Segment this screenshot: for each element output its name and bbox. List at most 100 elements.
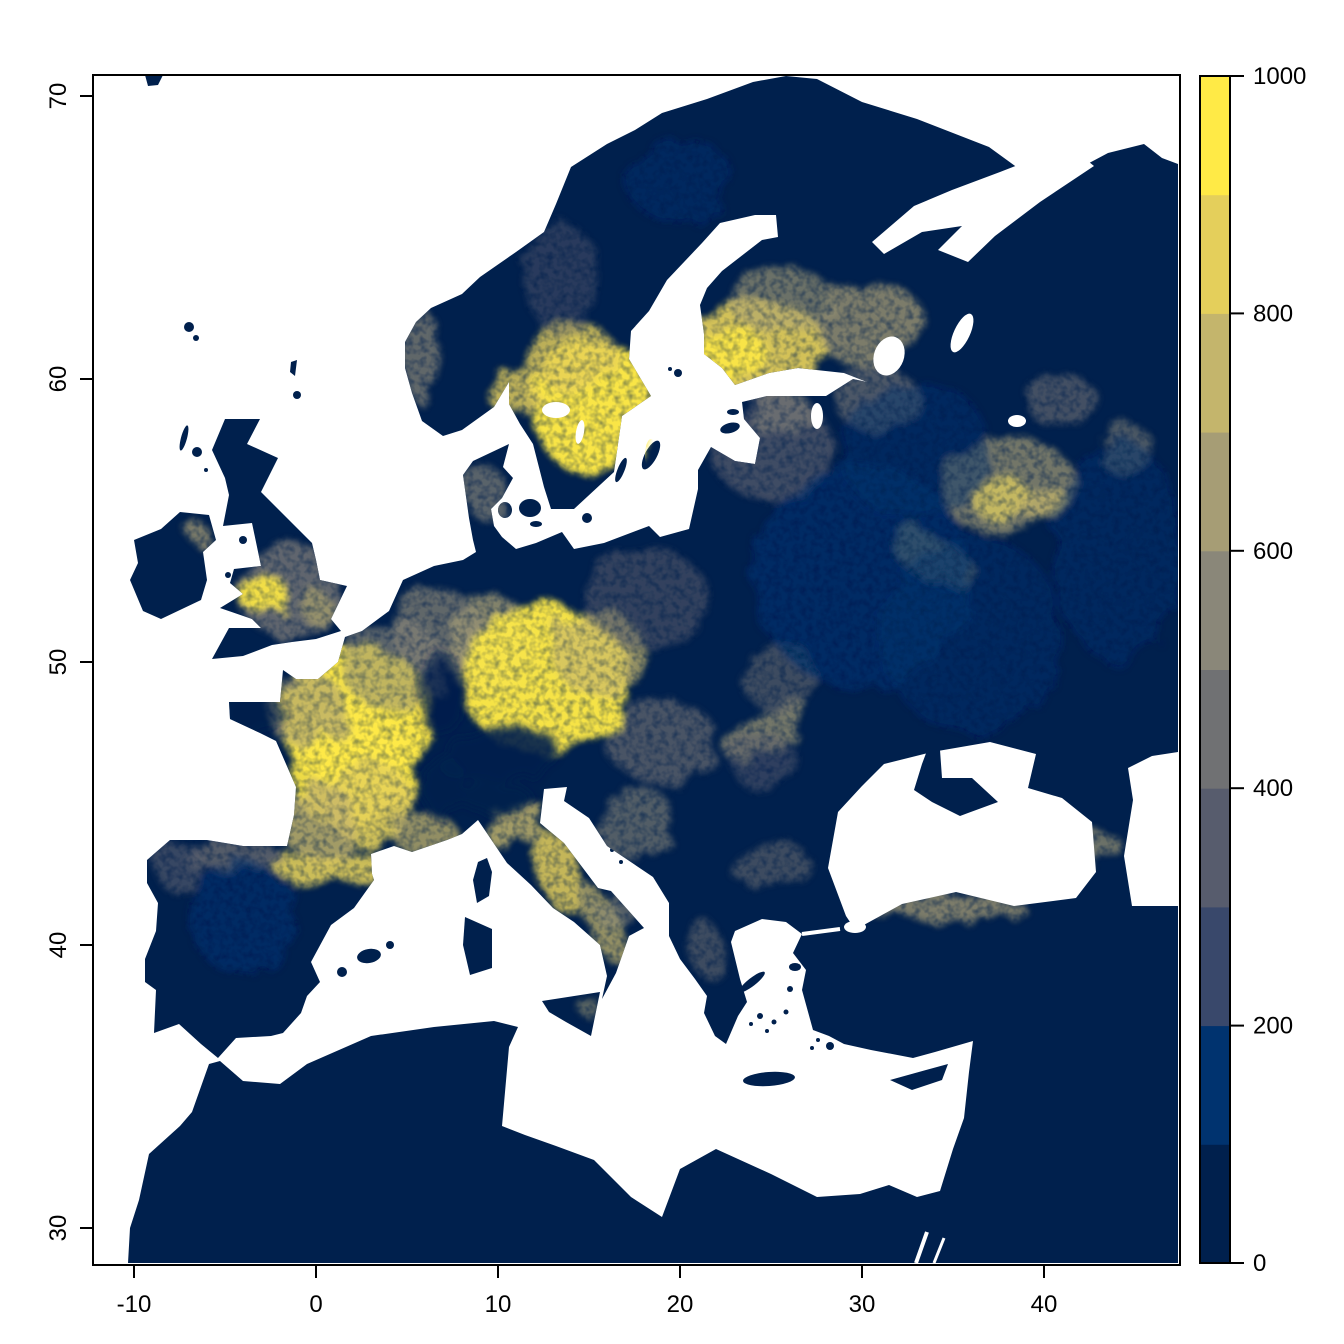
dardanelles-strait <box>801 927 841 936</box>
region-russia-noise-east <box>1053 435 1178 662</box>
legend-tick-label-400: 400 <box>1253 775 1293 802</box>
region-north-apennines <box>487 801 546 851</box>
lake-vattern <box>575 420 585 444</box>
island-cyclades-1 <box>757 1013 763 1019</box>
region-russia-noise-north <box>843 379 990 521</box>
island-bornholm <box>582 513 592 523</box>
rybinsk-reservoir <box>1008 415 1026 427</box>
island-gotland <box>641 440 661 470</box>
region-pyrenees <box>272 853 389 885</box>
legend-tick-label-600: 600 <box>1253 538 1293 565</box>
y-tick-label-60: 60 <box>45 366 72 393</box>
island-aland-skerry <box>668 367 672 371</box>
region-normandy <box>266 673 347 747</box>
legend-class-500-600 <box>1200 550 1230 670</box>
island-oland <box>615 457 627 483</box>
region-northeast-ireland <box>190 524 209 545</box>
island-faroe-2 <box>193 335 199 341</box>
x-tick-label--10: -10 <box>117 1291 152 1318</box>
region-wales-midlands-core <box>241 571 286 617</box>
legend-class-0-100 <box>1200 1144 1230 1264</box>
region-russia-noise-south <box>880 534 1063 733</box>
island-anglesey <box>225 572 231 578</box>
region-pannonia <box>607 698 717 784</box>
ijsselmeer <box>396 567 408 579</box>
region-oslo-region <box>485 367 540 413</box>
region-pindus <box>686 918 728 984</box>
x-tick-label-20: 20 <box>667 1291 694 1318</box>
y-tick-label-40: 40 <box>45 932 72 959</box>
legend-class-400-500 <box>1200 669 1230 789</box>
region-balkan-mountains <box>731 847 811 884</box>
y-axis: 30 40 50 60 70 <box>45 83 93 1241</box>
white-sea <box>872 148 1094 262</box>
low-region-western-alps <box>421 755 466 818</box>
island-adriatic-3 <box>619 860 623 864</box>
region-mid-sweden <box>525 322 617 391</box>
black-sea <box>828 742 1096 926</box>
region-aquitaine <box>285 783 358 863</box>
island-outer-hebrides <box>179 425 189 451</box>
island-crete <box>743 1071 795 1087</box>
island-lolland <box>530 521 542 527</box>
legend-class-700-800 <box>1200 313 1230 433</box>
high-value-hotspots <box>154 138 1178 1013</box>
legend-class-200-300 <box>1200 906 1230 1027</box>
y-tick-label-50: 50 <box>45 649 72 676</box>
legend-class-100-200 <box>1200 1025 1230 1145</box>
x-tick-label-40: 40 <box>1031 1291 1058 1318</box>
region-northwest-iberia <box>154 840 205 892</box>
island-euboea <box>739 971 765 993</box>
region-scandes-speckle <box>525 223 599 337</box>
x-tick-label-0: 0 <box>309 1291 322 1318</box>
low-region-lorraine-gap <box>417 650 462 736</box>
island-hebrides-speck <box>204 468 208 472</box>
region-vologda <box>1025 376 1099 428</box>
y-tick-label-70: 70 <box>45 83 72 110</box>
island-cyclades-2 <box>771 1019 777 1025</box>
island-dodecanese-2 <box>810 1046 814 1050</box>
plot-area <box>128 75 1178 1264</box>
island-skye <box>192 447 202 457</box>
region-southwest-norway-coast <box>405 308 438 405</box>
legend-class-600-700 <box>1200 432 1230 552</box>
legend-class-900-1000 <box>1200 76 1230 196</box>
island-ibiza <box>337 967 347 977</box>
plot-frame <box>92 74 1181 1266</box>
caspian-sea <box>1124 752 1178 906</box>
raster-value-layer <box>154 138 1178 1013</box>
legend-tick-label-0: 0 <box>1253 1250 1266 1277</box>
region-southeast-england <box>299 594 333 623</box>
lake-peipus <box>811 403 823 429</box>
island-cyclades-5 <box>749 1022 753 1026</box>
low-region-alps <box>438 728 558 783</box>
x-tick-label-30: 30 <box>849 1291 876 1318</box>
region-denmark <box>463 466 508 518</box>
island-hiiumaa <box>727 409 739 415</box>
island-zealand <box>519 499 541 517</box>
island-cyclades-4 <box>765 1029 769 1033</box>
island-lesbos <box>789 963 801 971</box>
legend-tick-label-200: 200 <box>1253 1013 1293 1040</box>
region-karelia <box>816 282 926 368</box>
region-dinaric-alps <box>596 789 673 857</box>
island-mallorca <box>357 948 381 964</box>
island-aland <box>674 369 682 377</box>
island-saaremaa <box>720 422 740 434</box>
island-dodecanese-1 <box>816 1038 820 1042</box>
region-lapland-noise <box>625 138 735 224</box>
x-axis: -10 0 10 20 30 40 <box>117 1265 1058 1318</box>
lake-onega <box>950 313 974 353</box>
legend-tick-label-800: 800 <box>1253 300 1293 327</box>
bosphorus-strait <box>849 914 863 926</box>
region-central-finland <box>729 265 832 334</box>
low-region-po-valley <box>457 782 531 814</box>
island-rhodes <box>826 1042 834 1050</box>
island-faroe-1 <box>184 322 194 332</box>
island-orkney <box>293 391 301 399</box>
island-isle-of-man <box>239 536 247 544</box>
x-tick-label-10: 10 <box>485 1291 512 1318</box>
island-shetland <box>290 360 297 376</box>
